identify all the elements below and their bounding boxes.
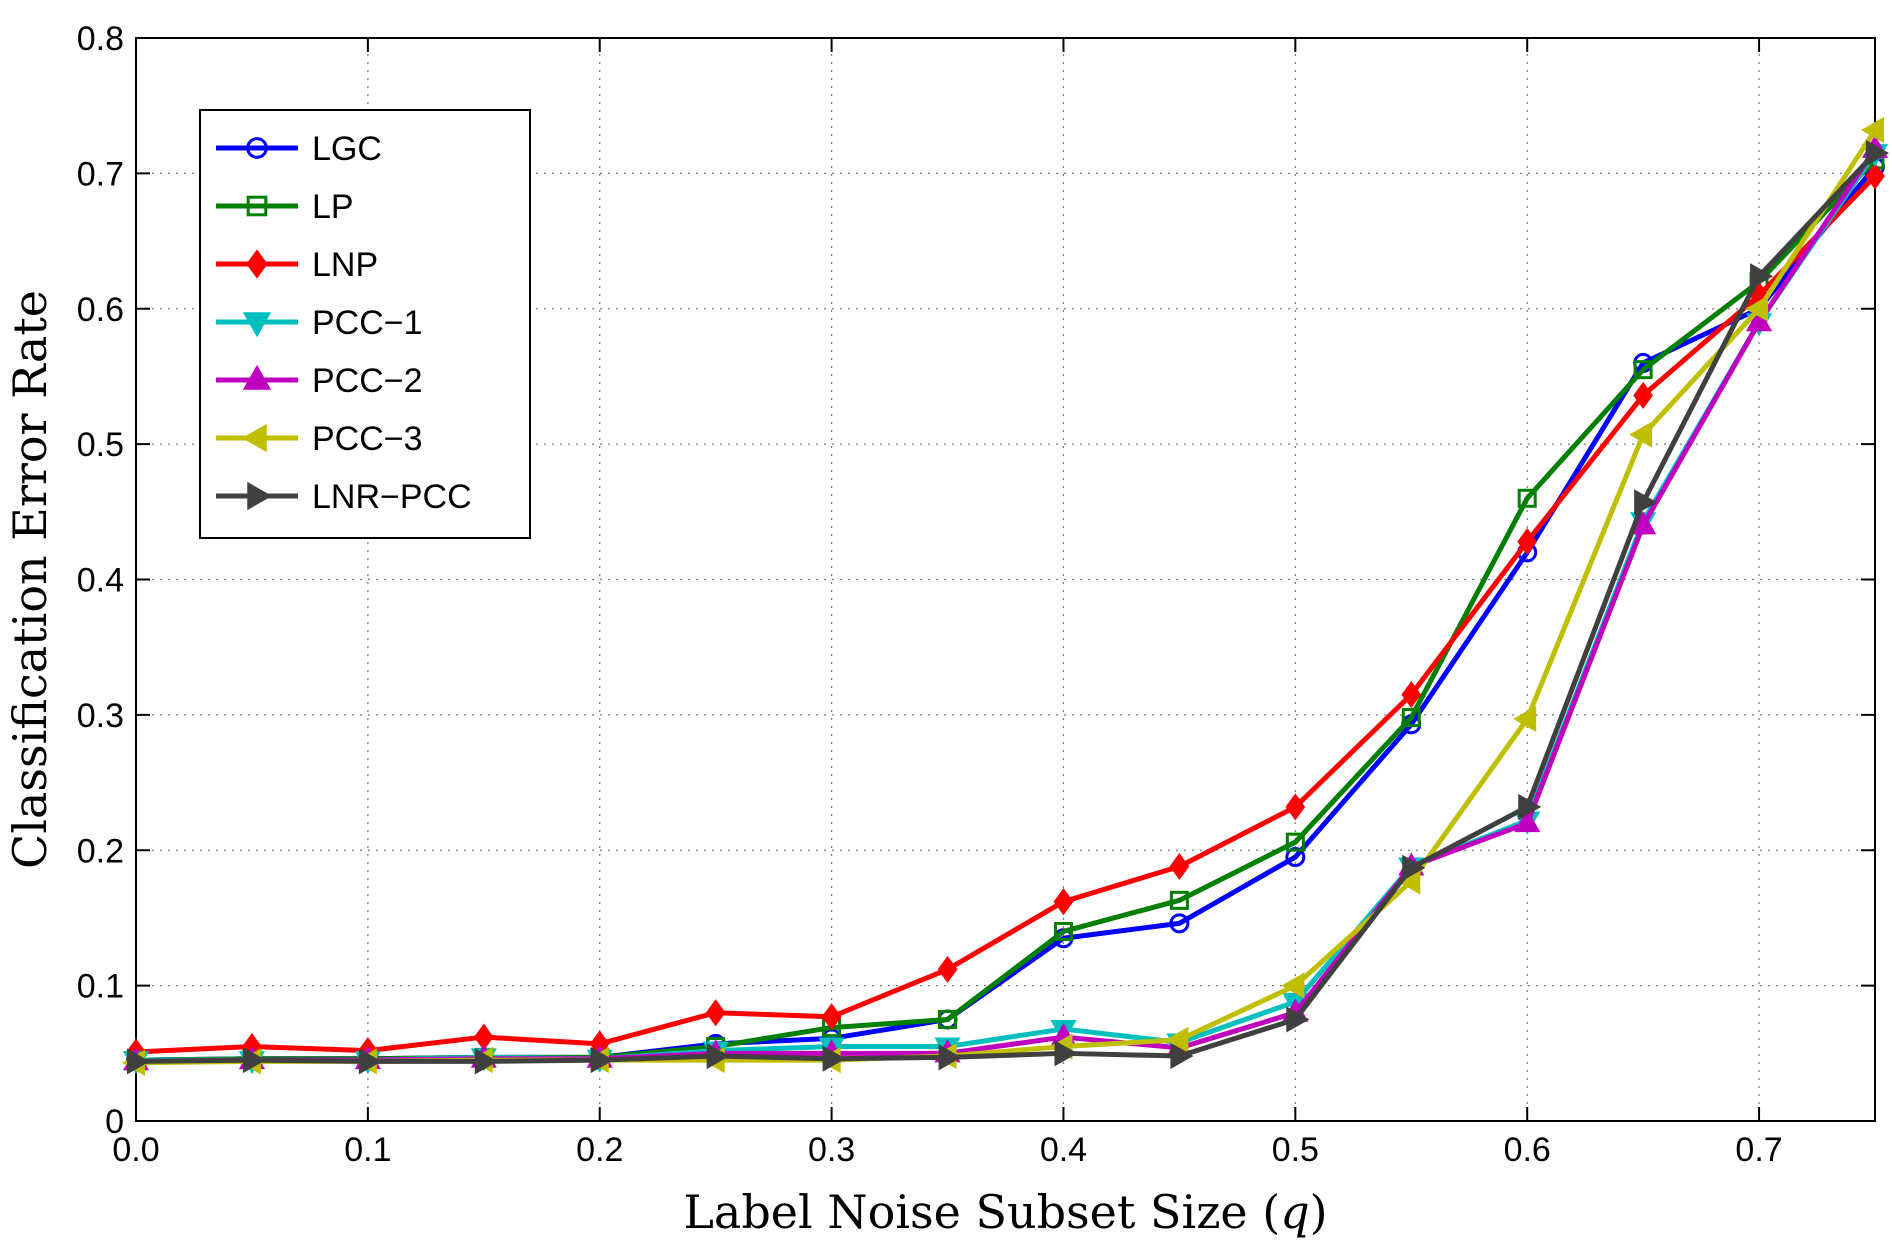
data-point	[1745, 308, 1773, 332]
legend-label: LP	[312, 188, 354, 226]
data-point	[1865, 162, 1885, 190]
data-point	[127, 1048, 151, 1075]
legend-label: LGC	[312, 130, 382, 168]
data-point	[706, 1042, 730, 1070]
data-point	[590, 1047, 614, 1074]
x-tick-label: 0.2	[576, 1131, 623, 1169]
x-tick-label: 0.0	[112, 1131, 159, 1169]
x-tick-label: 0.6	[1504, 1131, 1551, 1169]
y-tick-label: 0.6	[77, 291, 124, 329]
data-point	[1517, 528, 1538, 556]
legend-label: LNR−PCC	[312, 478, 472, 516]
data-point	[1053, 888, 1074, 916]
data-point	[1514, 809, 1541, 833]
x-tick-label: 0.3	[808, 1131, 855, 1169]
legend-label: LNP	[312, 246, 378, 284]
x-axis-title: Label Noise Subset Size (q)	[683, 1185, 1327, 1239]
data-point	[358, 1048, 382, 1075]
legend-marker	[246, 137, 268, 159]
y-axis-title: Classification Error Rate	[3, 290, 57, 869]
data-point	[1629, 421, 1653, 448]
axis-ticks: 0.0 0.1 0.2 0.3 0.4 0.5 0.6 0.7 0 0.1 0.2 0.3 0.4 0.5…	[77, 20, 1875, 1169]
data-point	[1630, 511, 1657, 535]
legend-item: PCC−3	[216, 420, 423, 458]
data-point	[1169, 913, 1190, 934]
data-point	[1169, 890, 1189, 910]
series-lnr-pcc	[127, 139, 1890, 1075]
data-point	[1513, 705, 1537, 733]
legend: LGC LP LNP PCC−1 PCC−2 PCC−3 LNR−PCC	[199, 109, 531, 539]
legend-label: PCC−3	[312, 420, 423, 458]
x-tick-label: 0.4	[1040, 1131, 1087, 1169]
y-tick-label: 0.3	[77, 697, 124, 735]
data-point	[821, 1003, 842, 1031]
data-point	[938, 1009, 958, 1029]
data-point	[822, 1045, 846, 1072]
legend-item: LGC	[216, 130, 382, 168]
data-point	[1054, 1040, 1078, 1067]
x-tick-label: 0.1	[344, 1131, 391, 1169]
legend-marker	[246, 249, 268, 279]
legend-item: LP	[216, 188, 354, 226]
legend-marker	[241, 423, 267, 453]
legend-marker	[247, 481, 273, 511]
data-point	[1518, 793, 1542, 821]
data-point	[1053, 921, 1073, 941]
data-point	[937, 955, 958, 983]
data-point	[705, 999, 726, 1027]
series-line	[135, 151, 1877, 1064]
legend-item: LNR−PCC	[216, 478, 472, 516]
x-axis-title-variable: q	[1280, 1185, 1309, 1239]
data-point	[1402, 854, 1426, 881]
y-tick-label: 0.2	[77, 832, 124, 870]
y-tick-label: 0.1	[77, 968, 124, 1006]
data-point	[1517, 488, 1537, 508]
data-point	[1401, 708, 1421, 728]
x-tick-label: 0.5	[1272, 1131, 1319, 1169]
series-layer	[121, 116, 1890, 1076]
data-point	[1634, 489, 1658, 516]
data-point	[1866, 139, 1890, 167]
data-point	[1170, 1042, 1194, 1070]
data-point	[1860, 116, 1884, 144]
data-point	[938, 1044, 962, 1071]
series-line	[135, 174, 1877, 1055]
data-point	[1633, 381, 1653, 409]
legend-label: PCC−1	[312, 304, 423, 342]
legend-item: LNP	[216, 246, 378, 284]
legend-marker	[246, 195, 268, 217]
y-tick-label: 0.8	[77, 20, 124, 58]
data-point	[474, 1048, 498, 1075]
y-tick-label: 0	[105, 1103, 124, 1141]
data-point	[1169, 852, 1190, 881]
data-point	[1750, 263, 1774, 290]
data-point	[242, 1047, 266, 1074]
legend-item: PCC−1	[216, 304, 423, 342]
y-tick-label: 0.7	[77, 155, 124, 193]
data-point	[1286, 1006, 1310, 1033]
x-axis-title-text: Label Noise Subset Size (	[683, 1185, 1280, 1239]
data-point	[1285, 793, 1306, 821]
legend-label: PCC−2	[312, 362, 423, 400]
legend-marker	[242, 312, 272, 338]
y-tick-label: 0.5	[77, 426, 124, 464]
y-tick-label: 0.4	[77, 562, 124, 600]
data-point	[1745, 295, 1769, 322]
data-point	[1285, 832, 1305, 852]
data-point	[1285, 847, 1306, 868]
data-point	[1165, 1026, 1189, 1053]
data-point	[1401, 681, 1422, 709]
data-point	[1281, 972, 1305, 999]
x-tick-label: 0.7	[1735, 1131, 1782, 1169]
data-point	[1633, 360, 1653, 380]
legend-item: PCC−2	[216, 362, 423, 400]
x-axis-title-end: )	[1310, 1185, 1328, 1239]
legend-marker	[242, 364, 272, 390]
